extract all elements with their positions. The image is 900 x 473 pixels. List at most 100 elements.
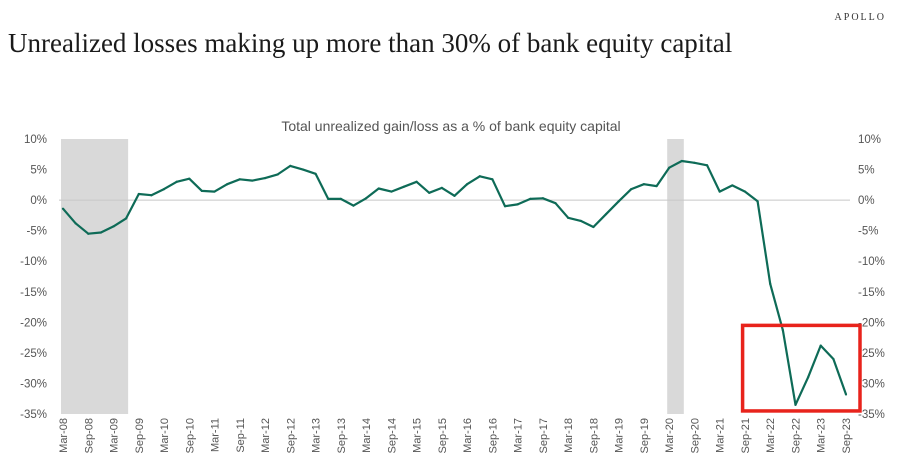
y-tick-label-left: -30% <box>20 378 47 390</box>
data-point <box>554 202 557 205</box>
data-point <box>756 200 759 203</box>
data-point <box>162 188 166 191</box>
x-tick-label: Mar-18 <box>563 418 575 453</box>
y-tick-label-right: -35% <box>858 409 885 421</box>
data-point <box>377 187 380 190</box>
x-axis-ticks: Mar-08 Sep-08 Mar-09 Sep-09 Mar-10 Sep-10 Mar-… <box>58 418 853 453</box>
data-point <box>832 357 835 361</box>
highlight-box <box>740 323 862 413</box>
data-point <box>150 194 153 197</box>
data-point <box>74 222 77 225</box>
data-points <box>61 159 848 406</box>
chart-title: Total unrealized gain/loss as a % of ban… <box>281 118 620 134</box>
data-point <box>844 393 848 396</box>
x-tick-label: Sep-11 <box>235 418 247 453</box>
data-point <box>819 344 822 347</box>
data-point <box>402 185 406 188</box>
y-tick-label-left: -25% <box>20 348 47 360</box>
data-point <box>276 173 279 176</box>
data-point <box>61 207 65 210</box>
x-tick-label: Mar-22 <box>765 418 777 453</box>
x-tick-label: Mar-09 <box>109 418 121 453</box>
x-tick-label: Sep-20 <box>689 418 701 453</box>
data-point <box>655 184 658 188</box>
data-point <box>428 191 431 194</box>
y-tick-label-right: -15% <box>858 287 885 299</box>
y-tick-label-right: -20% <box>858 317 885 329</box>
data-point <box>364 197 368 200</box>
page-title: Unrealized losses making up more than 30… <box>8 28 733 58</box>
data-point <box>238 178 241 181</box>
x-tick-label: Mar-08 <box>58 418 70 453</box>
data-point <box>491 178 494 181</box>
data-point <box>99 231 102 234</box>
y-tick-label-right: -25% <box>858 348 885 360</box>
y-tick-label-left: 5% <box>30 165 47 177</box>
x-tick-label: Sep-23 <box>841 418 853 453</box>
data-point <box>705 164 709 167</box>
data-point <box>516 203 519 206</box>
recession-shading-1 <box>61 139 129 414</box>
x-tick-label: Sep-10 <box>184 418 196 453</box>
x-tick-label: Sep-14 <box>386 418 398 453</box>
x-tick-label: Sep-19 <box>639 418 651 453</box>
x-tick-label: Mar-23 <box>816 418 828 453</box>
y-tick-label-right: 5% <box>858 165 875 177</box>
y-tick-label-left: -35% <box>20 409 47 421</box>
data-point <box>466 183 469 186</box>
y-tick-label-right: -5% <box>858 226 878 238</box>
data-point <box>642 183 646 186</box>
data-point <box>251 179 254 182</box>
data-point <box>301 168 305 171</box>
y-tick-label-left: -20% <box>20 317 47 329</box>
data-point <box>478 175 481 178</box>
recession-shading-layer <box>61 139 684 414</box>
data-point <box>289 164 292 167</box>
data-point <box>175 180 178 183</box>
x-tick-label: Mar-11 <box>210 418 222 452</box>
x-tick-label: Sep-09 <box>134 418 146 453</box>
x-tick-label: Mar-14 <box>361 418 373 453</box>
data-point <box>226 183 229 186</box>
data-point <box>213 190 216 193</box>
data-point <box>630 188 633 191</box>
y-tick-label-left: -10% <box>20 256 47 268</box>
x-tick-label: Mar-20 <box>664 418 676 453</box>
y-tick-label-right: 0% <box>858 195 875 207</box>
x-tick-label: Sep-18 <box>588 418 600 453</box>
recession-shading-2 <box>667 139 684 414</box>
data-point <box>592 225 595 229</box>
y-tick-label-left: 0% <box>30 195 47 207</box>
data-point <box>327 197 330 200</box>
data-point <box>731 184 734 187</box>
data-point <box>112 225 115 228</box>
data-point <box>137 192 140 196</box>
data-point <box>718 190 721 193</box>
x-tick-label: Mar-21 <box>715 418 727 453</box>
data-point <box>604 213 608 216</box>
data-point <box>440 186 443 189</box>
x-tick-label: Sep-16 <box>487 418 499 453</box>
x-tick-label: Mar-13 <box>311 418 323 453</box>
data-point <box>541 197 545 200</box>
x-tick-label: Mar-12 <box>260 418 272 453</box>
data-point <box>339 197 342 200</box>
data-point <box>390 190 393 193</box>
series-line <box>62 159 848 406</box>
data-point <box>188 177 191 180</box>
data-point <box>668 166 671 169</box>
x-tick-label: Mar-15 <box>412 418 424 453</box>
x-tick-label: Mar-16 <box>462 418 474 453</box>
data-point <box>415 180 418 183</box>
data-point <box>807 376 810 379</box>
data-point <box>794 403 797 406</box>
data-point <box>680 159 683 163</box>
y-tick-label-left: 10% <box>24 134 47 146</box>
x-tick-label: Sep-22 <box>790 418 802 453</box>
data-point <box>529 197 532 200</box>
y-axis-left: 10% 5% 0% -5% -10% -15% -20% -25% -30% -35% <box>20 134 47 421</box>
data-point <box>579 219 582 222</box>
data-point <box>769 282 772 285</box>
y-axis-right: 10% 5% 0% -5% -10% -15% -20% -25% -30% -35% <box>858 134 885 421</box>
